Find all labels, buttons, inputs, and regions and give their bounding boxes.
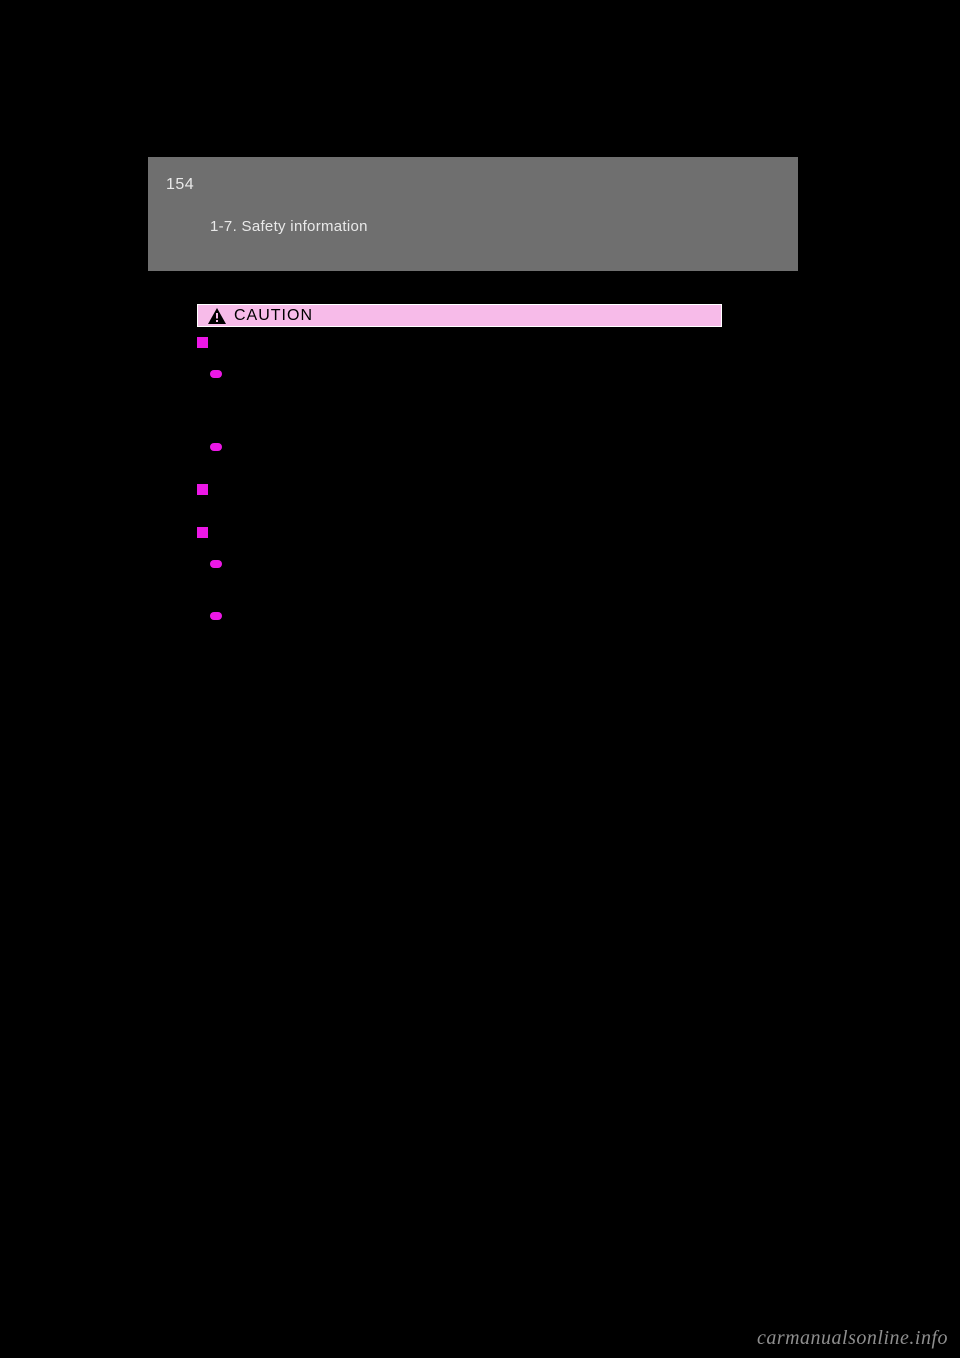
warning-triangle-icon (208, 308, 226, 324)
bullet-row: To prevent the belt from going into ALR … (210, 365, 722, 428)
pill-bullet-icon (210, 370, 222, 378)
bullet-row: Failure to do so may cause death or seri… (210, 607, 722, 649)
pill-bullet-icon (210, 612, 222, 620)
square-bullet-icon (197, 484, 208, 495)
section-heading: When installing a booster seat (217, 334, 405, 355)
bullet-text: Check for any interference with the seat… (230, 555, 722, 597)
section-label: 1-7. Safety information (210, 218, 368, 235)
page-number: 154 (166, 176, 194, 194)
pill-bullet-icon (210, 443, 222, 451)
caution-label: CAUTION (234, 307, 313, 325)
bullet-text: Failure to do so may cause death or seri… (230, 607, 722, 649)
square-bullet-icon (197, 337, 208, 348)
bullet-row: Always wear the seat belt properly. (210, 438, 722, 459)
pill-bullet-icon (210, 560, 222, 568)
bullet-text: Always wear the seat belt properly. (230, 438, 446, 459)
caution-bar: CAUTION (197, 304, 722, 327)
section-heading: To correctly attach a child restraint sy… (217, 524, 570, 545)
square-bullet-icon (197, 527, 208, 538)
section-heading: Do not use a seat belt extender (217, 481, 412, 502)
watermark: carmanualsonline.info (757, 1327, 948, 1350)
content-area: When installing a booster seat To preven… (197, 334, 722, 659)
header-band (148, 157, 798, 271)
section-heading-row: Do not use a seat belt extender (197, 481, 722, 502)
section-heading-row: To correctly attach a child restraint sy… (197, 524, 722, 545)
bullet-row: Check for any interference with the seat… (210, 555, 722, 597)
bullet-text: To prevent the belt from going into ALR … (230, 365, 722, 428)
section-heading-row: When installing a booster seat (197, 334, 722, 355)
